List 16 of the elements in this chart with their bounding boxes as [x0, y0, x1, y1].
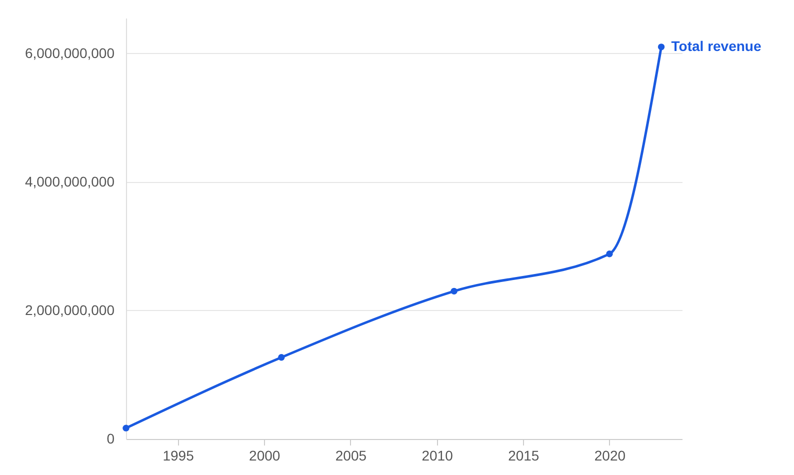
x-tick-label: 2000: [249, 448, 280, 464]
y-tick-label: 0: [106, 430, 115, 446]
y-tick-label: 4,000,000,000: [24, 173, 115, 190]
y-tick-label: 6,000,000,000: [24, 44, 115, 61]
x-tick-label: 2015: [508, 448, 540, 464]
point: [450, 288, 458, 295]
x-tick-label: 2010: [422, 448, 454, 464]
point: [606, 250, 613, 258]
series-label: Total revenue: [671, 38, 762, 54]
x-tick-label: 1995: [162, 448, 194, 464]
point: [122, 424, 130, 432]
x-tick-label: 2020: [594, 448, 626, 464]
x-tick-label: 2005: [335, 448, 367, 464]
point: [658, 44, 665, 50]
y-tick-label: 2,000,000,000: [24, 302, 115, 318]
point: [278, 354, 285, 361]
